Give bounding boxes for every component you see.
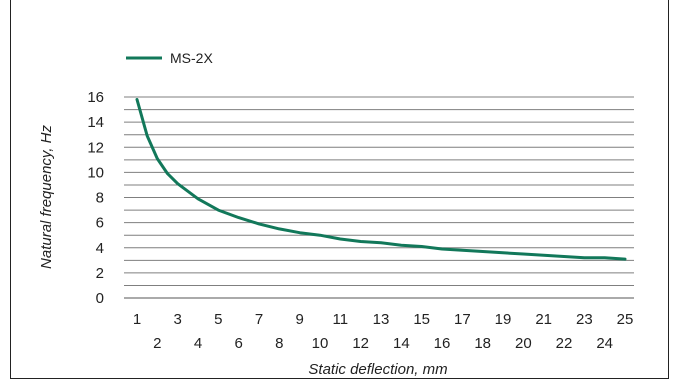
legend: MS-2X — [126, 50, 213, 66]
y-tick-label: 2 — [96, 265, 104, 282]
x-tick-label: 12 — [352, 335, 369, 352]
x-tick-label: 3 — [173, 311, 181, 328]
x-tick-label: 8 — [275, 335, 283, 352]
x-tick-label: 14 — [393, 335, 410, 352]
y-tick-label: 10 — [87, 164, 104, 181]
y-axis-title: Natural frequency, Hz — [38, 125, 55, 269]
series-layer — [135, 98, 627, 261]
y-tick-label: 8 — [96, 190, 104, 207]
x-tick-label: 23 — [576, 311, 593, 328]
x-tick-label: 11 — [333, 311, 349, 328]
x-tick-label: 1 — [133, 311, 141, 328]
y-tick-label: 4 — [96, 240, 104, 257]
series-line-ms-2x — [135, 98, 627, 261]
legend-label-ms-2x: MS-2X — [170, 50, 213, 66]
y-tick-label: 12 — [87, 139, 104, 156]
x-tick-label: 7 — [255, 311, 263, 328]
x-tick-label: 15 — [413, 311, 430, 328]
x-tick-label: 2 — [153, 335, 161, 352]
grid-lines — [124, 96, 634, 299]
y-tick-label: 6 — [96, 215, 104, 232]
chart-frame — [10, 0, 669, 379]
x-tick-label: 13 — [373, 311, 390, 328]
x-tick-label: 25 — [617, 311, 634, 328]
x-tick-label: 22 — [556, 335, 573, 352]
x-tick-label: 24 — [596, 335, 613, 352]
x-axis-title: Static deflection, mm — [308, 361, 447, 378]
x-tick-label: 19 — [495, 311, 512, 328]
y-tick-label: 0 — [96, 290, 104, 307]
x-tick-label: 6 — [234, 335, 242, 352]
x-tick-labels: 1234567891011121314151617181920212223242… — [133, 311, 634, 352]
x-tick-label: 4 — [194, 335, 202, 352]
y-tick-label: 16 — [87, 89, 104, 106]
x-tick-label: 18 — [474, 335, 491, 352]
x-tick-label: 17 — [454, 311, 471, 328]
x-tick-label: 21 — [535, 311, 552, 328]
x-tick-label: 5 — [214, 311, 222, 328]
x-tick-label: 9 — [295, 311, 303, 328]
x-tick-label: 16 — [434, 335, 451, 352]
y-tick-label: 14 — [87, 114, 104, 131]
x-tick-label: 20 — [515, 335, 532, 352]
y-tick-labels: 0 2 4 6 8 10 12 14 16 — [87, 89, 104, 307]
x-tick-label: 10 — [312, 335, 329, 352]
